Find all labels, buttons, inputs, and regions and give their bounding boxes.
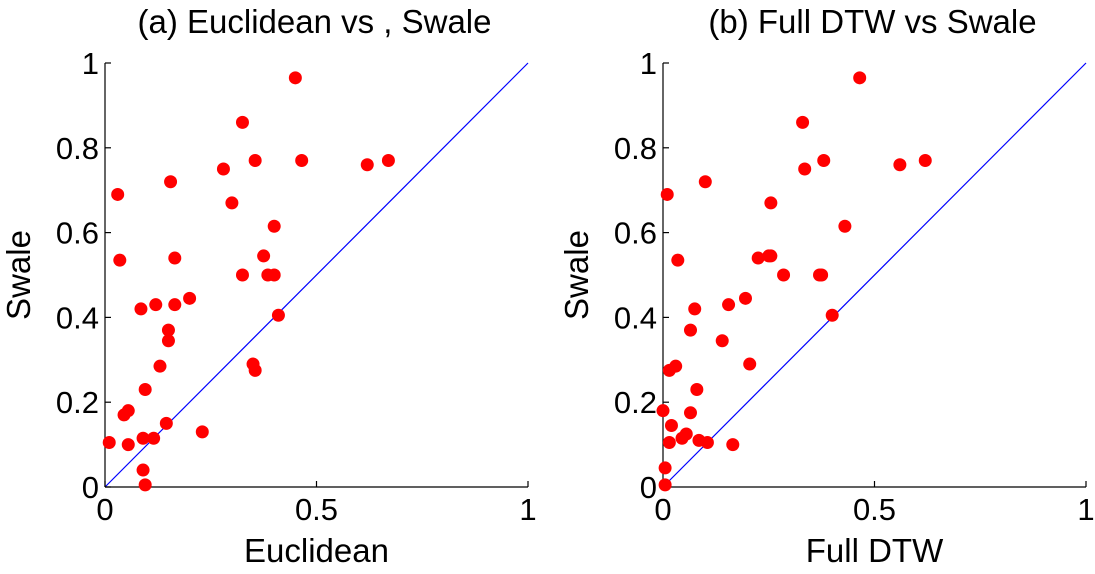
scatter-panel-a: 0 0.5 1 0 0.2 0.4 0.6 0.8 1 (a) Euclidean vs , Sw… [0,3,537,569]
data-point [764,196,778,210]
data-point [662,435,676,449]
data-point [111,187,125,201]
data-point [153,359,167,373]
y-tick-label: 0.8 [56,131,99,166]
data-point [683,406,697,420]
data-point [295,154,309,168]
data-point [893,158,907,172]
y-axis-label: Swale [0,230,37,320]
data-point [121,438,135,452]
data-point [751,251,765,265]
data-point [161,323,175,337]
data-point [235,115,249,129]
data-point [679,427,693,441]
data-point [149,298,163,312]
x-tick-label: 1 [519,492,536,527]
chart-title: (b) Full DTW vs Swale [708,3,1036,40]
x-tick-label: 0 [654,492,671,527]
y-tick-label: 0 [640,470,657,505]
chart-title: (a) Euclidean vs , Swale [138,3,492,40]
y-tick-label: 0.2 [614,385,657,420]
diagonal-reference-line [662,62,1087,488]
data-point [671,253,685,267]
data-point [700,435,714,449]
data-point [267,219,281,233]
data-point [743,357,757,371]
data-point [161,334,175,348]
data-point [164,175,178,189]
data-point [159,416,173,430]
x-tick-label: 0.5 [853,492,896,527]
data-point [134,302,148,316]
data-point [664,419,678,433]
data-point [660,187,674,201]
data-point [147,431,161,445]
data-point [121,404,135,418]
y-tick-label: 0.4 [614,300,657,335]
data-point [257,249,271,263]
data-point [225,196,239,210]
y-tick-label: 0 [82,470,99,505]
data-point [726,438,740,452]
data-point [658,478,672,492]
data-point [138,382,152,396]
data-point [669,359,683,373]
data-point [698,175,712,189]
y-tick-label: 1 [640,46,657,81]
data-point [183,291,197,305]
data-point [764,249,778,263]
x-tick-label: 0.5 [295,492,338,527]
data-point [360,158,374,172]
data-point [136,463,150,477]
scatter-panel-b: 0 0.5 1 0 0.2 0.4 0.6 0.8 1 (b) Full DTW vs Swale… [558,3,1095,569]
data-point [658,461,672,475]
data-point [817,154,831,168]
data-point [288,71,302,85]
x-tick-label: 1 [1077,492,1094,527]
data-point [271,308,285,322]
data-point [235,268,249,282]
data-point [267,268,281,282]
data-point [248,363,262,377]
data-point [815,268,829,282]
y-tick-label: 1 [82,46,99,81]
data-point [683,323,697,337]
data-point [715,334,729,348]
y-tick-label: 0.6 [56,216,99,251]
data-point [195,425,209,439]
data-point [102,435,116,449]
x-axis-label: Euclidean [244,532,389,569]
data-point [838,219,852,233]
data-point [722,298,736,312]
y-tick-label: 0.6 [614,216,657,251]
data-point [825,308,839,322]
y-tick-label: 0.4 [56,300,99,335]
data-point [853,71,867,85]
data-point [381,154,395,168]
data-point [798,162,812,176]
y-tick-label: 0.8 [614,131,657,166]
diagonal-reference-line [104,62,529,488]
x-axis-label: Full DTW [806,532,944,569]
data-point [796,115,810,129]
data-point [216,162,230,176]
data-point [113,253,127,267]
data-point [138,478,152,492]
x-tick-label: 0 [96,492,113,527]
data-point [136,431,150,445]
data-point [656,404,670,418]
data-point [248,154,262,168]
data-point [688,302,702,316]
data-point [777,268,791,282]
data-point [168,298,182,312]
y-tick-label: 0.2 [56,385,99,420]
data-point [168,251,182,265]
data-point [918,154,932,168]
y-axis-label: Swale [558,230,595,320]
data-point [690,382,704,396]
data-point [738,291,752,305]
